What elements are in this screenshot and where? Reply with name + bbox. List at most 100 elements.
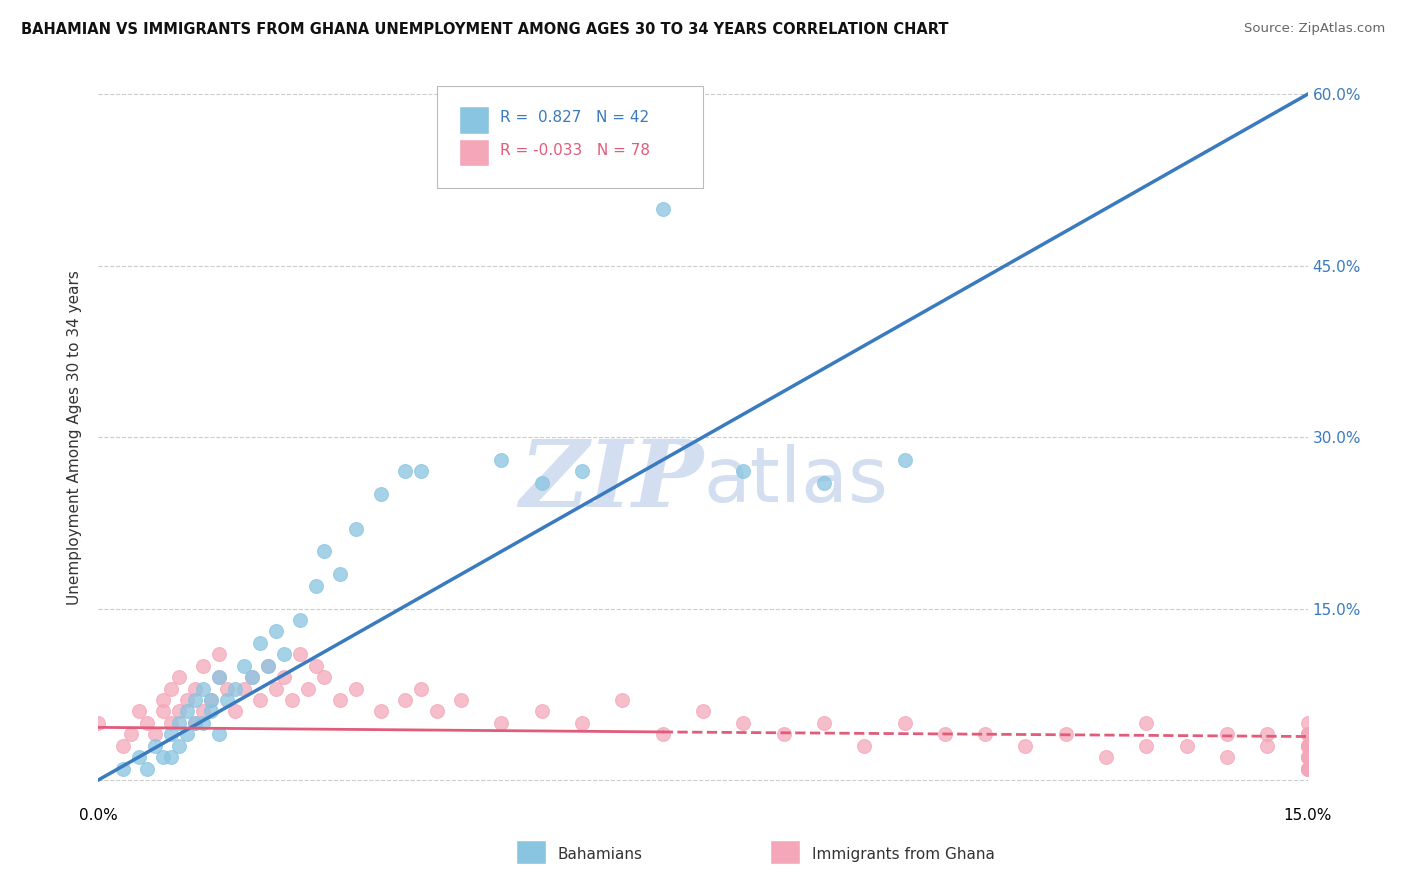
Text: atlas: atlas <box>703 444 887 518</box>
Point <box>1296 727 1319 741</box>
Bar <box>516 840 546 863</box>
Point <box>152 750 174 764</box>
Point <box>87 715 110 730</box>
Point <box>273 647 295 661</box>
Point <box>893 453 915 467</box>
Point <box>152 705 174 719</box>
Point <box>1216 727 1239 741</box>
Point <box>288 613 311 627</box>
Point <box>344 521 367 535</box>
Point <box>160 750 183 764</box>
Point <box>571 715 593 730</box>
Point <box>305 658 328 673</box>
Point <box>450 693 472 707</box>
Point <box>208 670 231 684</box>
Point <box>491 715 513 730</box>
Point <box>409 681 432 696</box>
Bar <box>458 106 489 134</box>
Point <box>1296 762 1319 776</box>
Point <box>273 670 295 684</box>
Point <box>184 715 207 730</box>
Text: ZIP: ZIP <box>519 436 703 526</box>
Point <box>176 727 198 741</box>
Point <box>530 475 553 490</box>
Point <box>111 739 134 753</box>
Point <box>224 681 246 696</box>
Point <box>1296 727 1319 741</box>
Point <box>184 681 207 696</box>
Point <box>176 705 198 719</box>
Point <box>733 715 755 730</box>
Bar <box>458 138 489 167</box>
Point <box>111 762 134 776</box>
Point <box>152 693 174 707</box>
Point <box>329 567 352 582</box>
Point <box>200 705 222 719</box>
Point <box>120 727 142 741</box>
Point <box>370 705 392 719</box>
Point <box>1296 762 1319 776</box>
Point <box>409 464 432 478</box>
Point <box>893 715 915 730</box>
FancyBboxPatch shape <box>437 86 703 188</box>
Point <box>193 715 215 730</box>
Point <box>176 693 198 707</box>
Point <box>1296 739 1319 753</box>
Text: Bahamians: Bahamians <box>558 847 643 862</box>
Point <box>160 681 183 696</box>
Point <box>297 681 319 696</box>
Point <box>1296 727 1319 741</box>
Point <box>491 453 513 467</box>
Point <box>530 705 553 719</box>
Point <box>208 727 231 741</box>
Point <box>193 705 215 719</box>
Text: R =  0.827   N = 42: R = 0.827 N = 42 <box>501 110 650 125</box>
Point <box>184 715 207 730</box>
Point <box>733 464 755 478</box>
Point <box>1296 750 1319 764</box>
Point <box>281 693 304 707</box>
Point <box>1296 715 1319 730</box>
Point <box>135 715 157 730</box>
Point <box>1256 739 1278 753</box>
Point <box>314 670 336 684</box>
Point <box>1014 739 1036 753</box>
Point <box>184 693 207 707</box>
Point <box>692 705 714 719</box>
Point <box>232 658 254 673</box>
Point <box>200 693 222 707</box>
Point <box>1296 750 1319 764</box>
Point <box>208 670 231 684</box>
Point <box>128 705 150 719</box>
Text: Immigrants from Ghana: Immigrants from Ghana <box>811 847 994 862</box>
Point <box>167 739 190 753</box>
Point <box>143 727 166 741</box>
Point <box>160 715 183 730</box>
Point <box>1296 739 1319 753</box>
Point <box>651 202 673 216</box>
Point <box>249 636 271 650</box>
Point <box>344 681 367 696</box>
Point <box>143 739 166 753</box>
Point <box>224 705 246 719</box>
Point <box>934 727 956 741</box>
Point <box>853 739 876 753</box>
Point <box>974 727 997 741</box>
Point <box>1296 739 1319 753</box>
Point <box>813 475 835 490</box>
Text: BAHAMIAN VS IMMIGRANTS FROM GHANA UNEMPLOYMENT AMONG AGES 30 TO 34 YEARS CORRELA: BAHAMIAN VS IMMIGRANTS FROM GHANA UNEMPL… <box>21 22 949 37</box>
Point <box>1135 739 1157 753</box>
Point <box>249 693 271 707</box>
Y-axis label: Unemployment Among Ages 30 to 34 years: Unemployment Among Ages 30 to 34 years <box>67 269 83 605</box>
Point <box>193 681 215 696</box>
Point <box>240 670 263 684</box>
Point <box>426 705 449 719</box>
Point <box>1296 750 1319 764</box>
Point <box>160 727 183 741</box>
Point <box>772 727 794 741</box>
Point <box>1054 727 1077 741</box>
Point <box>394 693 416 707</box>
Point <box>813 715 835 730</box>
Point <box>167 715 190 730</box>
Point <box>394 464 416 478</box>
